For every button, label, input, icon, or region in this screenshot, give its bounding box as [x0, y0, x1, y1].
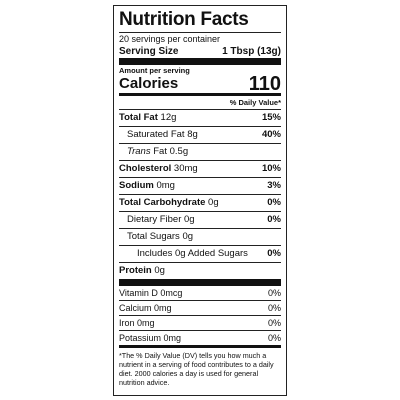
amount-label: Amount per serving — [119, 66, 190, 75]
nutrient-name: Fat — [153, 146, 167, 157]
dv-header: % Daily Value* — [229, 98, 281, 107]
footnote: *The % Daily Value (DV) tells you how mu… — [119, 351, 274, 387]
divider — [119, 279, 281, 286]
vitamin-row: Potassium 0mg 0% — [119, 330, 281, 345]
divider — [119, 93, 281, 96]
nutrient-name: Total Carbohydrate — [119, 197, 206, 208]
vitamin-dv: 0% — [267, 288, 281, 298]
nutrient-amount: 12g — [160, 112, 177, 123]
calories-label: Calories — [119, 75, 179, 92]
nutrient-name: Dietary Fiber — [127, 214, 182, 225]
vitamin-name: Calcium — [119, 303, 152, 313]
nutrient-row: Includes 0g Added Sugars 0% — [119, 245, 281, 262]
nutrient-row: Total Sugars 0g — [119, 228, 281, 245]
vitamin-amount: 0mg — [154, 303, 172, 313]
vitamin-dv: 0% — [267, 303, 281, 313]
nutrient-amount: 0g — [154, 265, 165, 276]
serving-size: Serving Size 1 Tbsp (13g) — [119, 45, 281, 58]
nutrient-dv: 0% — [267, 214, 281, 225]
vitamin-name: Iron — [119, 318, 135, 328]
nutrient-amount: 0g — [208, 197, 219, 208]
nutrient-amount: 0.5g — [169, 146, 189, 157]
serving-size-label: Serving Size — [119, 46, 179, 57]
nutrient-amount: 0mg — [156, 180, 175, 191]
nutrient-dv: 3% — [267, 180, 281, 191]
vitamin-dv: 0% — [267, 318, 281, 328]
vitamin-amount: 0mg — [163, 333, 182, 343]
nutrient-dv: 0% — [267, 248, 281, 259]
nutrient-row: Saturated Fat 8g 40% — [119, 126, 281, 143]
calories-value: 110 — [248, 73, 281, 95]
nutrient-row: Total Carbohydrate 0g 0% — [119, 194, 281, 211]
nutrient-name: Includes 0g Added Sugars — [137, 248, 248, 259]
vitamin-dv: 0% — [267, 333, 281, 343]
vitamin-name: Vitamin D — [119, 288, 158, 298]
vitamin-row: Calcium 0mg 0% — [119, 300, 281, 315]
nutrient-name: Saturated Fat — [127, 129, 185, 140]
nutrient-row: Dietary Fiber 0g 0% — [119, 211, 281, 228]
calories: Calories 110 — [119, 73, 281, 95]
nutrition-label: Nutrition Facts 20 servings per containe… — [113, 5, 287, 396]
divider — [119, 58, 281, 65]
nutrient-dv: 40% — [261, 129, 281, 140]
nutrient-row: Total Fat 12g 15% — [119, 109, 281, 126]
nutrient-dv: 15% — [261, 112, 281, 123]
nutrient-name: Protein — [119, 265, 152, 276]
nutrient-amount: 0g — [184, 214, 195, 225]
vitamin-row: Vitamin D 0mcg 0% — [119, 286, 281, 300]
vitamin-amount: 0mg — [137, 318, 155, 328]
servings: 20 servings per container — [119, 34, 221, 44]
nutrient-name: Sodium — [119, 180, 154, 191]
serving-size-value: 1 Tbsp (13g) — [222, 46, 281, 57]
nutrient-row: Sodium 0mg 3% — [119, 177, 281, 194]
nutrient-name-italic: Trans — [127, 146, 151, 157]
nutrient-dv: 0% — [267, 197, 281, 208]
nutrient-row: Cholesterol 30mg 10% — [119, 160, 281, 177]
divider — [119, 345, 281, 348]
nutrient-dv: 10% — [261, 163, 281, 174]
nutrient-name: Cholesterol — [119, 163, 172, 174]
nutrient-row: Protein 0g — [119, 262, 281, 279]
vitamins: Vitamin D 0mcg 0% Calcium 0mg 0% Iron 0mg 0… — [119, 286, 281, 345]
nutrient-amount: 0g — [182, 231, 194, 242]
title: Nutrition Facts — [119, 8, 281, 33]
vitamin-amount: 0mcg — [160, 288, 183, 298]
vitamin-name: Potassium — [119, 333, 162, 343]
nutrient-amount: 30mg — [173, 163, 198, 174]
vitamin-row: Iron 0mg 0% — [119, 315, 281, 330]
nutrient-amount: 8g — [187, 129, 198, 140]
nutrient-row: Trans Fat 0.5g — [119, 143, 281, 160]
nutrient-name: Total Sugars — [127, 231, 180, 242]
nutrient-name: Total Fat — [119, 112, 158, 123]
